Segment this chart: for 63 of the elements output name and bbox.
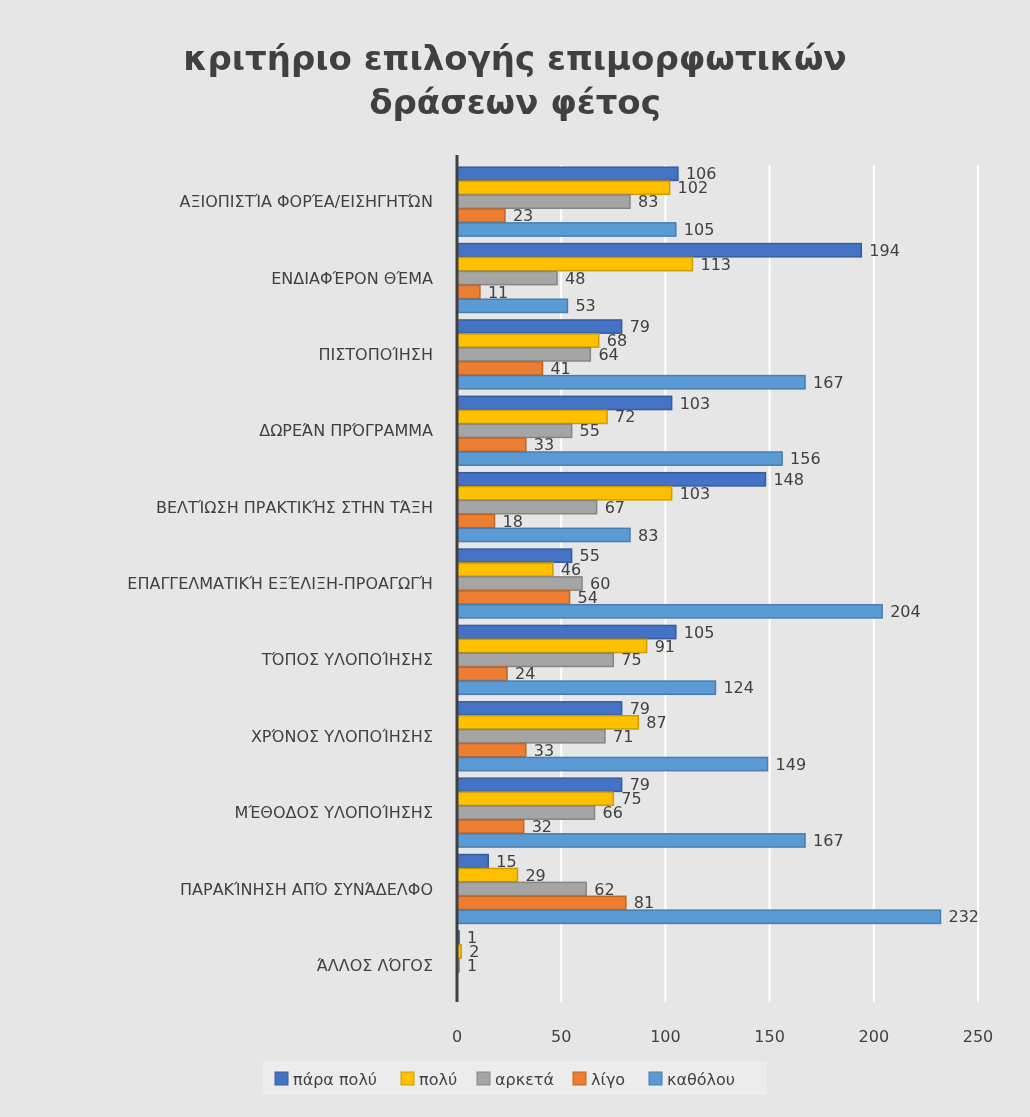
data-label: 105 [683, 220, 715, 240]
x-tick-label: 250 [962, 1027, 994, 1046]
data-label: 105 [683, 622, 715, 642]
data-label: 103 [679, 483, 711, 503]
y-tick-label: ΤΌΠΟΣ ΥΛΟΠΟΊΗΣΗΣ [260, 650, 433, 670]
data-label: 113 [700, 254, 732, 274]
data-label: 11 [487, 282, 509, 302]
y-tick-label: ΔΩΡΕΆΝ ΠΡΌΓΡΑΜΜΑ [259, 421, 434, 441]
y-tick-label: ΧΡΌΝΟΣ ΥΛΟΠΟΊΗΣΗΣ [250, 726, 433, 746]
x-tick-label: 0 [451, 1027, 463, 1046]
data-label: 167 [813, 372, 844, 392]
data-label: 48 [565, 268, 586, 288]
legend-label: καθόλου [667, 1069, 736, 1089]
y-tick-label: ΒΕΛΤΊΩΣΗ ΠΡΑΚΤΙΚΉΣ ΣΤΗΝ ΤΆΞΗ [156, 497, 433, 517]
data-label: 33 [533, 435, 555, 455]
y-tick-label: ΑΞΙΟΠΙΣΤΊΑ ΦΟΡΈΑ/ΕΙΣΗΓΗΤΏΝ [179, 192, 433, 212]
data-label: 67 [604, 497, 625, 517]
data-label: 24 [515, 664, 536, 684]
y-tick-label: ΜΈΘΟΔΟΣ ΥΛΟΠΟΊΗΣΗΣ [234, 803, 433, 823]
data-label: 149 [775, 754, 807, 774]
data-label: 83 [637, 525, 659, 545]
chart-title: κριτήριο επιλογής επιμορφωτικών δράσεων φέτος [183, 38, 847, 122]
data-label: 71 [612, 726, 634, 746]
data-label: 81 [633, 893, 655, 913]
data-label: 53 [575, 296, 596, 316]
data-label: 46 [560, 560, 582, 580]
data-label: 194 [869, 240, 900, 260]
data-label: 148 [773, 469, 804, 489]
y-tick-label: ΕΝΔΙΑΦΈΡΟΝ ΘΈΜΑ [271, 268, 434, 288]
legend-label: αρκετά [495, 1069, 554, 1089]
data-label: 55 [579, 421, 600, 441]
y-tick-label: ΠΙΣΤΟΠΟΊΗΣΗ [318, 344, 433, 364]
y-tick-label: ΕΠΑΓΓΕΛΜΑΤΙΚΉ ΕΞΈΛΙΞΗ-ΠΡΟΑΓΩΓΉ [127, 574, 433, 594]
data-label: 15 [496, 851, 517, 871]
data-label: 156 [790, 449, 821, 469]
data-label: 32 [531, 817, 553, 837]
x-tick-label: 200 [858, 1027, 890, 1046]
legend-label: πάρα πολύ [293, 1069, 378, 1089]
data-label: 66 [602, 803, 623, 823]
data-label: 33 [533, 740, 555, 760]
data-label: 167 [813, 831, 844, 851]
data-label: 18 [502, 511, 523, 531]
data-label: 75 [621, 650, 642, 670]
data-label: 23 [512, 206, 534, 226]
data-label: 62 [594, 879, 615, 899]
legend-label: λίγο [591, 1069, 626, 1089]
data-label: 204 [890, 601, 921, 621]
data-label: 72 [615, 407, 636, 427]
x-tick-label: 100 [650, 1027, 681, 1046]
data-label: 232 [948, 907, 980, 927]
data-label: 79 [629, 317, 650, 337]
legend-label: πολύ [419, 1069, 458, 1089]
data-label: 29 [525, 865, 546, 885]
y-tick-label: ΠΑΡΑΚΊΝΗΣΗ ΑΠΌ ΣΥΝΆΔΕΛΦΟ [180, 879, 433, 899]
x-tick-label: 50 [551, 1027, 572, 1046]
data-label: 83 [637, 192, 659, 212]
data-label: 41 [550, 358, 571, 378]
y-tick-label: ΆΛΛΟΣ ΛΌΓΟΣ [316, 955, 433, 975]
data-label: 91 [654, 636, 675, 656]
data-label: 103 [679, 393, 711, 413]
data-label: 55 [579, 546, 600, 566]
x-tick-label: 150 [754, 1027, 785, 1046]
data-label: 124 [723, 678, 754, 698]
